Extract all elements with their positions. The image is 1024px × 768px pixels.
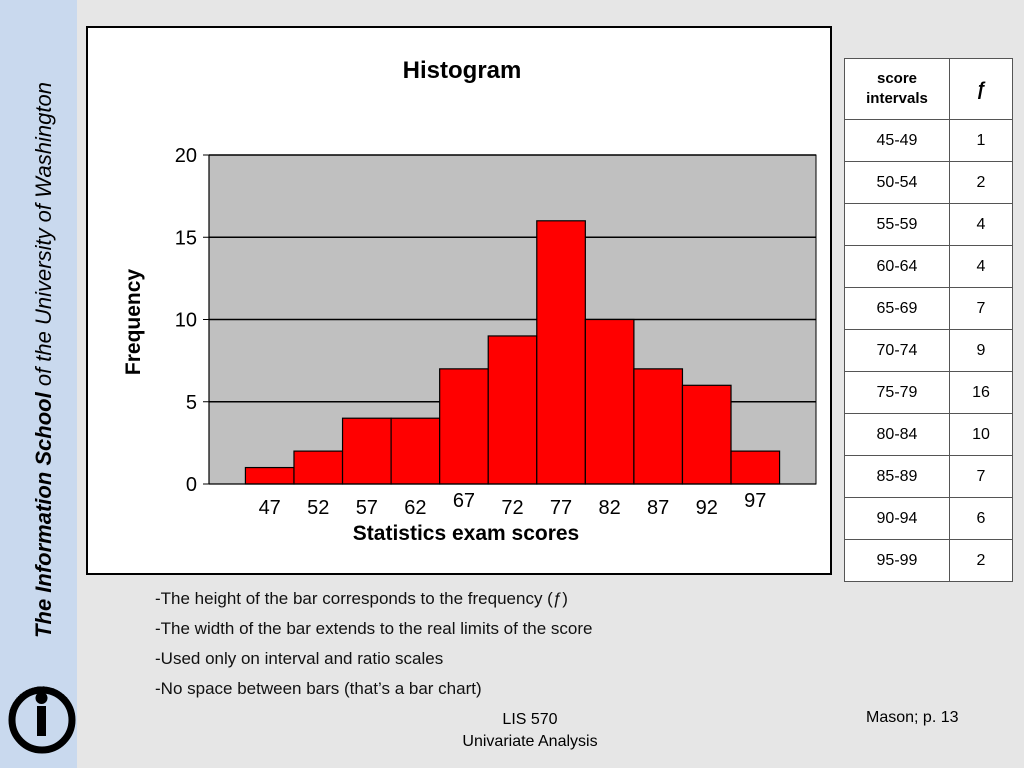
note-item: -No space between bars (that’s a bar cha… [155, 679, 482, 698]
axes-layer: 0 5 10 15 20 47 52 57 62 67 72 77 82 87 92 97 [175, 145, 816, 519]
x-tick-label: 67 [453, 490, 475, 512]
cell-interval: 70-74 [844, 329, 950, 372]
cell-interval: 65-69 [844, 287, 950, 330]
histogram-bar [681, 384, 732, 485]
y-tick-label: 5 [186, 392, 197, 414]
cell-frequency: 10 [949, 413, 1013, 456]
notes-list: -The height of the bar corresponds to th… [155, 588, 593, 708]
note-item: -The height of the bar corresponds to th… [155, 589, 568, 608]
table-row: 50-54 2 [844, 161, 1013, 204]
side-band: The Information School of the University… [0, 0, 77, 768]
cell-interval: 45-49 [844, 119, 950, 162]
side-title-bold: The Information School [31, 392, 56, 638]
header-score-intervals: score intervals [844, 58, 950, 120]
cell-interval: 90-94 [844, 497, 950, 540]
histogram-chart: 0 5 10 15 20 47 52 57 62 67 72 77 82 87 92 97 Histogram… [122, 57, 817, 545]
note-item: -The width of the bar extends to the rea… [155, 619, 593, 638]
table-row: 80-84 10 [844, 413, 1013, 456]
table-row: 45-49 1 [844, 119, 1013, 162]
histogram-bar [293, 450, 344, 485]
y-tick-label: 20 [175, 145, 197, 167]
note-item: -Used only on interval and ratio scales [155, 649, 444, 668]
header-frequency: ƒ [949, 58, 1013, 120]
table-row: 60-64 4 [844, 245, 1013, 288]
histogram-bar [244, 466, 295, 485]
cell-frequency: 4 [949, 203, 1013, 246]
chart-title: Histogram [403, 57, 522, 84]
chart-frame: 0 5 10 15 20 47 52 57 62 67 72 77 82 87 92 97 Histogram… [86, 26, 832, 575]
x-tick-label: 47 [259, 497, 281, 519]
table-row: 85-89 7 [844, 455, 1013, 498]
cell-frequency: 2 [949, 539, 1013, 582]
x-tick-label: 97 [744, 490, 766, 512]
table-row: 65-69 7 [844, 287, 1013, 330]
side-title: The Information School of the University… [31, 82, 57, 638]
histogram-bar [536, 220, 586, 485]
footer-source: Mason; p. 13 [866, 709, 959, 726]
table-row: 70-74 9 [844, 329, 1013, 372]
table-body: 45-49 1 50-54 2 55-59 4 60-64 4 65-69 7 70-74 9 75-7… [844, 119, 1013, 582]
footer-course: LIS 570 Univariate Analysis [440, 709, 620, 753]
x-tick-label: 82 [598, 497, 620, 519]
histogram-bar [730, 450, 781, 485]
x-tick-label: 87 [647, 497, 669, 519]
histogram-bar [633, 368, 684, 485]
cell-interval: 55-59 [844, 203, 950, 246]
histogram-bar [487, 335, 538, 485]
y-tick-label: 10 [175, 310, 197, 332]
histogram-bar [341, 417, 392, 485]
x-tick-label: 62 [404, 497, 426, 519]
histogram-bar [390, 417, 441, 485]
iSchool-logo: THE INFORMATION SCHOOL [8, 686, 76, 754]
y-tick-label: 15 [175, 227, 197, 249]
cell-frequency: 2 [949, 161, 1013, 204]
table-header-row: score intervals ƒ [844, 58, 1013, 120]
y-axis-label: Frequency [122, 269, 145, 376]
cell-frequency: 6 [949, 497, 1013, 540]
cell-interval: 80-84 [844, 413, 950, 456]
y-tick-label: 0 [186, 474, 197, 496]
cell-frequency: 16 [949, 371, 1013, 414]
histogram-bar [439, 368, 489, 485]
cell-interval: 75-79 [844, 371, 950, 414]
x-tick-label: 72 [501, 497, 523, 519]
x-tick-label: 92 [696, 497, 718, 519]
frequency-table: score intervals ƒ 45-49 1 50-54 2 55-59 4 60-6… [844, 58, 1013, 582]
cell-interval: 85-89 [844, 455, 950, 498]
bars-layer [244, 220, 781, 485]
table-row: 75-79 16 [844, 371, 1013, 414]
table-row: 95-99 2 [844, 539, 1013, 582]
table-row: 55-59 4 [844, 203, 1013, 246]
course-topic: Univariate Analysis [462, 733, 598, 750]
cell-interval: 60-64 [844, 245, 950, 288]
table-row: 90-94 6 [844, 497, 1013, 540]
cell-frequency: 7 [949, 287, 1013, 330]
course-code: LIS 570 [502, 711, 558, 728]
cell-interval: 95-99 [844, 539, 950, 582]
side-title-rest: of the University of Washington [31, 82, 56, 393]
x-tick-label: 57 [356, 497, 378, 519]
x-tick-label: 52 [307, 497, 329, 519]
cell-frequency: 9 [949, 329, 1013, 372]
cell-frequency: 7 [949, 455, 1013, 498]
x-axis-label: Statistics exam scores [353, 522, 579, 545]
cell-frequency: 4 [949, 245, 1013, 288]
cell-frequency: 1 [949, 119, 1013, 162]
histogram-bar [584, 318, 635, 485]
x-tick-label: 77 [550, 497, 572, 519]
cell-interval: 50-54 [844, 161, 950, 204]
